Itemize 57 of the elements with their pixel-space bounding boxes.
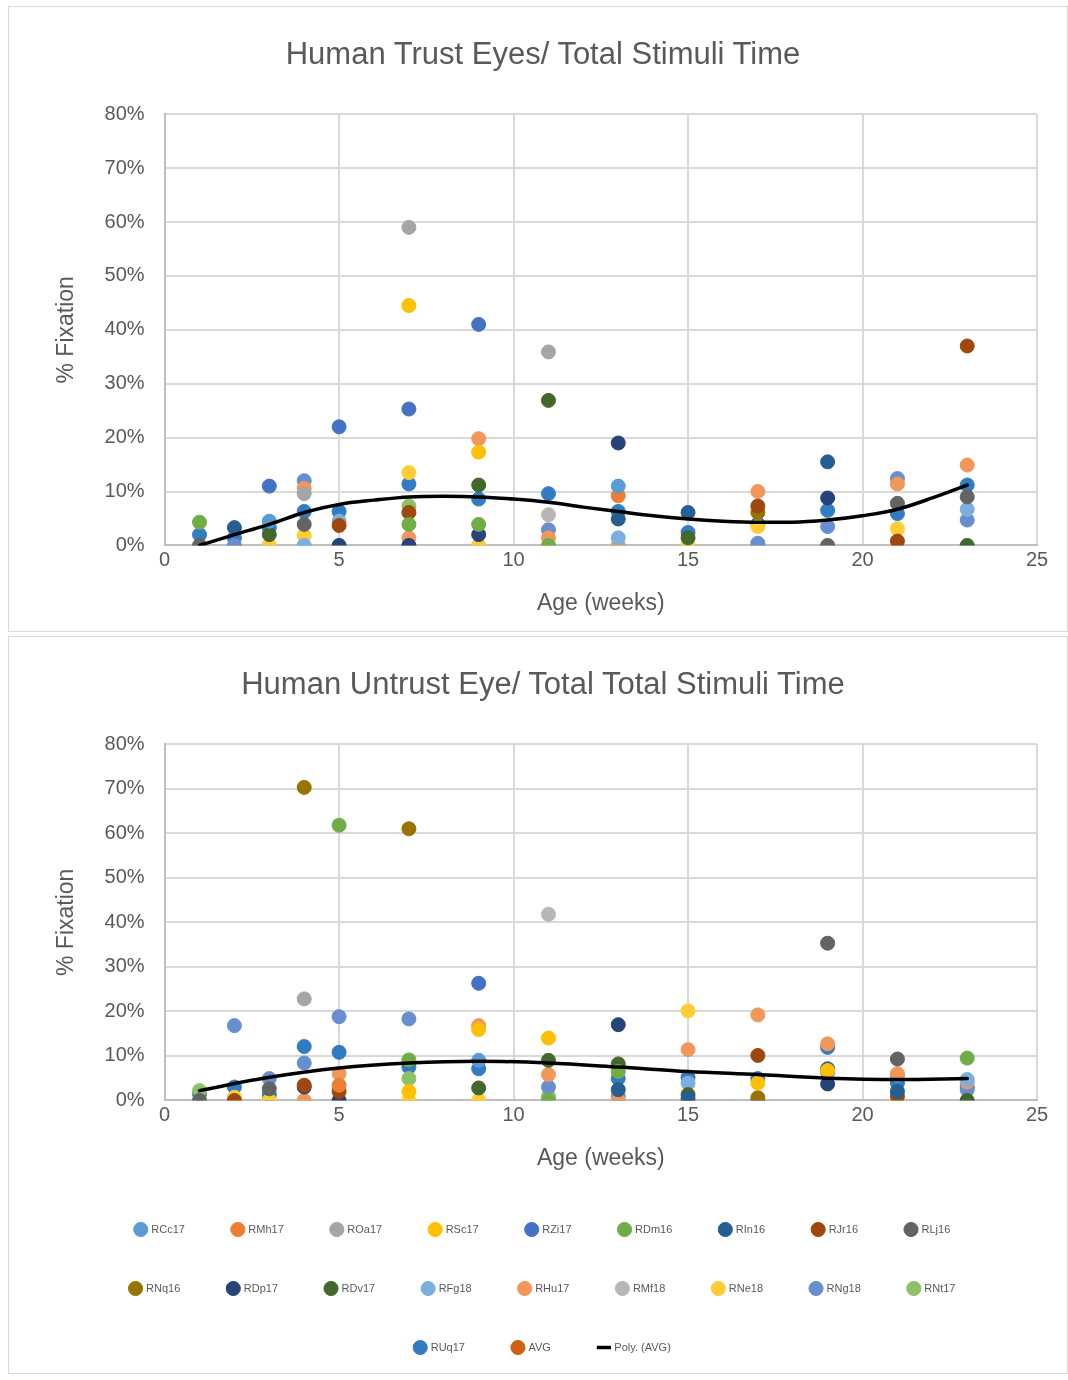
y-tick-label: 20%	[104, 998, 145, 1021]
legend-label: RSc17	[445, 1222, 479, 1235]
y-axis-title: % Fixation	[52, 276, 79, 384]
x-tick-label: 5	[333, 1102, 345, 1125]
legend-label: Poly. (AVG)	[614, 1340, 671, 1353]
x-tick-label: 25	[1025, 1102, 1049, 1125]
chart-title: Human Untrust Eye/ Total Total Stimuli Time	[241, 666, 845, 702]
x-tick-label: 25	[1025, 547, 1049, 570]
y-tick-label: 30%	[104, 371, 145, 394]
legend-label: RLj16	[921, 1222, 951, 1235]
legend-label: RNq16	[146, 1281, 181, 1294]
y-tick-label: 10%	[104, 1043, 145, 1066]
legend-label: RNg18	[826, 1281, 861, 1294]
x-tick-label: 10	[502, 1102, 525, 1125]
x-tick-label: 20	[851, 547, 874, 570]
legend-label: RCc17	[151, 1222, 185, 1235]
legend-label: RNt17	[924, 1281, 956, 1294]
x-axis-title: Age (weeks)	[536, 588, 665, 615]
chart-title: Human Trust Eyes/ Total Stimuli Time	[285, 36, 801, 72]
legend-label: RDp17	[243, 1281, 279, 1294]
legend-label: RIn16	[735, 1222, 766, 1235]
y-tick-label: 80%	[104, 731, 145, 754]
legend-label: RZi17	[542, 1222, 572, 1235]
y-tick-label: 30%	[104, 954, 145, 977]
x-tick-label: 10	[502, 547, 525, 570]
y-tick-label: 50%	[104, 263, 145, 286]
legend-label: AVG	[528, 1340, 551, 1353]
legend-label: RDv17	[341, 1281, 376, 1294]
y-tick-label: 0%	[115, 1087, 145, 1110]
x-tick-label: 15	[676, 1102, 700, 1125]
y-tick-label: 40%	[104, 909, 145, 932]
legend-label: RMf18	[632, 1281, 666, 1294]
legend-label: RMh17	[248, 1222, 284, 1235]
y-tick-label: 80%	[104, 101, 145, 124]
y-tick-label: 50%	[104, 865, 145, 888]
y-tick-label: 0%	[115, 532, 145, 555]
x-tick-label: 20	[851, 1102, 874, 1125]
legend-label: RDm16	[635, 1222, 673, 1235]
legend-label: RUq17	[430, 1340, 465, 1353]
legend-label: ROa17	[347, 1222, 383, 1235]
y-tick-label: 70%	[104, 155, 145, 178]
x-tick-label: 15	[676, 547, 700, 570]
y-tick-label: 40%	[104, 317, 145, 340]
x-tick-label: 5	[333, 547, 345, 570]
legend-label: RHu17	[535, 1281, 570, 1294]
legend-label: RNe18	[728, 1281, 764, 1294]
x-axis-title: Age (weeks)	[536, 1143, 665, 1170]
y-tick-label: 60%	[104, 209, 145, 232]
y-tick-label: 60%	[104, 820, 145, 843]
y-tick-label: 20%	[104, 425, 145, 448]
y-tick-label: 70%	[104, 776, 145, 799]
y-axis-title: % Fixation	[52, 868, 79, 976]
legend-label: RJr16	[828, 1222, 859, 1235]
legend-label: RFg18	[438, 1281, 472, 1294]
x-tick-label: 0	[159, 547, 171, 570]
x-tick-label: 0	[159, 1102, 171, 1125]
y-tick-label: 10%	[104, 479, 145, 502]
